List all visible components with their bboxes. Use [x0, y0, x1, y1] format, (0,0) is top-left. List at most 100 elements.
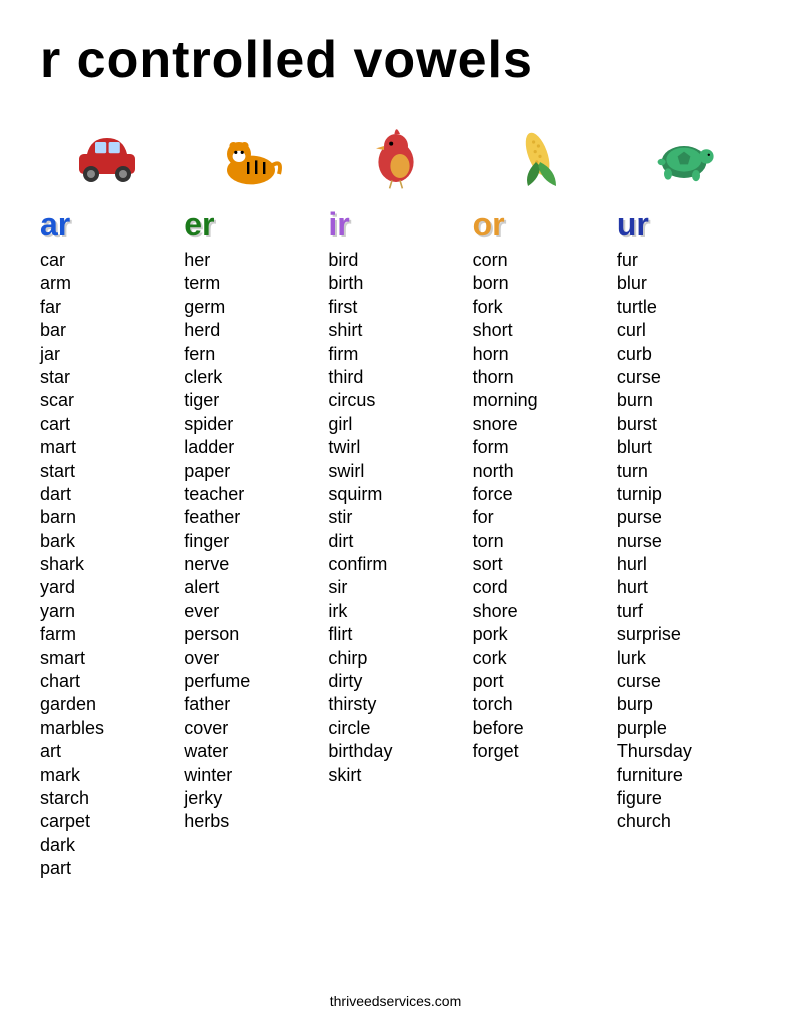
heading-ar: ar: [40, 206, 70, 243]
word-item: curse: [617, 366, 692, 389]
word-item: circus: [328, 389, 392, 412]
word-item: turtle: [617, 296, 692, 319]
word-item: confirm: [328, 553, 392, 576]
word-item: burst: [617, 413, 692, 436]
word-item: tiger: [184, 389, 250, 412]
word-item: for: [473, 506, 538, 529]
word-item: purple: [617, 717, 692, 740]
page-title: r controlled vowels: [40, 30, 751, 90]
word-item: shirt: [328, 319, 392, 342]
word-item: garden: [40, 693, 104, 716]
word-item: force: [473, 483, 538, 506]
word-item: finger: [184, 530, 250, 553]
heading-ur: ur: [617, 206, 649, 243]
word-item: thorn: [473, 366, 538, 389]
word-item: nurse: [617, 530, 692, 553]
word-item: irk: [328, 600, 392, 623]
word-item: mart: [40, 436, 104, 459]
columns-container: ar cararmfarbarjarstarscarcartmartstartd…: [40, 118, 751, 881]
word-item: bar: [40, 319, 104, 342]
word-item: far: [40, 296, 104, 319]
word-item: form: [473, 436, 538, 459]
heading-ir: ir: [328, 206, 349, 243]
word-item: curl: [617, 319, 692, 342]
word-item: fern: [184, 343, 250, 366]
word-item: marbles: [40, 717, 104, 740]
word-item: cart: [40, 413, 104, 436]
word-item: cork: [473, 647, 538, 670]
bird-icon: [328, 118, 462, 198]
car-icon: [40, 118, 174, 198]
word-item: hurl: [617, 553, 692, 576]
word-item: farm: [40, 623, 104, 646]
word-list-ir: birdbirthfirstshirtfirmthirdcircusgirltw…: [328, 249, 392, 787]
column-ar: ar cararmfarbarjarstarscarcartmartstartd…: [40, 118, 174, 881]
word-item: curse: [617, 670, 692, 693]
word-list-or: cornbornforkshorthornthornmorningsnorefo…: [473, 249, 538, 764]
word-item: birth: [328, 272, 392, 295]
word-item: torn: [473, 530, 538, 553]
word-item: over: [184, 647, 250, 670]
word-item: north: [473, 460, 538, 483]
word-item: birthday: [328, 740, 392, 763]
word-item: skirt: [328, 764, 392, 787]
word-item: purse: [617, 506, 692, 529]
corn-icon: [473, 118, 607, 198]
word-item: germ: [184, 296, 250, 319]
word-item: Thursday: [617, 740, 692, 763]
footer-text: thriveedservices.com: [0, 993, 791, 1009]
word-list-ur: furblurturtlecurlcurbcurseburnburstblurt…: [617, 249, 692, 834]
word-item: winter: [184, 764, 250, 787]
word-item: nerve: [184, 553, 250, 576]
word-item: car: [40, 249, 104, 272]
word-item: perfume: [184, 670, 250, 693]
word-item: scar: [40, 389, 104, 412]
word-item: hurt: [617, 576, 692, 599]
word-item: jerky: [184, 787, 250, 810]
word-item: arm: [40, 272, 104, 295]
word-item: squirm: [328, 483, 392, 506]
word-item: sir: [328, 576, 392, 599]
word-item: first: [328, 296, 392, 319]
word-item: art: [40, 740, 104, 763]
word-item: shore: [473, 600, 538, 623]
word-item: firm: [328, 343, 392, 366]
word-item: forget: [473, 740, 538, 763]
word-item: port: [473, 670, 538, 693]
word-item: thirsty: [328, 693, 392, 716]
word-item: turn: [617, 460, 692, 483]
column-ir: ir birdbirthfirstshirtfirmthirdcircusgir…: [328, 118, 462, 881]
column-ur: ur furblurturtlecurlcurbcurseburnburstbl…: [617, 118, 751, 881]
word-item: ever: [184, 600, 250, 623]
word-item: turf: [617, 600, 692, 623]
word-item: person: [184, 623, 250, 646]
word-list-er: hertermgermherdfernclerktigerspiderladde…: [184, 249, 250, 834]
word-item: sort: [473, 553, 538, 576]
word-item: term: [184, 272, 250, 295]
word-item: fork: [473, 296, 538, 319]
word-item: twirl: [328, 436, 392, 459]
word-item: dark: [40, 834, 104, 857]
word-item: yard: [40, 576, 104, 599]
word-item: star: [40, 366, 104, 389]
column-er: er hertermgermherdfernclerktigerspiderla…: [184, 118, 318, 881]
word-item: lurk: [617, 647, 692, 670]
word-item: barn: [40, 506, 104, 529]
word-item: bird: [328, 249, 392, 272]
word-item: clerk: [184, 366, 250, 389]
word-item: blur: [617, 272, 692, 295]
word-item: jar: [40, 343, 104, 366]
word-item: cover: [184, 717, 250, 740]
word-item: chirp: [328, 647, 392, 670]
word-item: fur: [617, 249, 692, 272]
word-item: flirt: [328, 623, 392, 646]
word-item: spider: [184, 413, 250, 436]
word-item: short: [473, 319, 538, 342]
word-item: dirty: [328, 670, 392, 693]
turtle-icon: [617, 118, 751, 198]
word-item: father: [184, 693, 250, 716]
word-item: born: [473, 272, 538, 295]
word-item: circle: [328, 717, 392, 740]
word-item: carpet: [40, 810, 104, 833]
word-item: water: [184, 740, 250, 763]
